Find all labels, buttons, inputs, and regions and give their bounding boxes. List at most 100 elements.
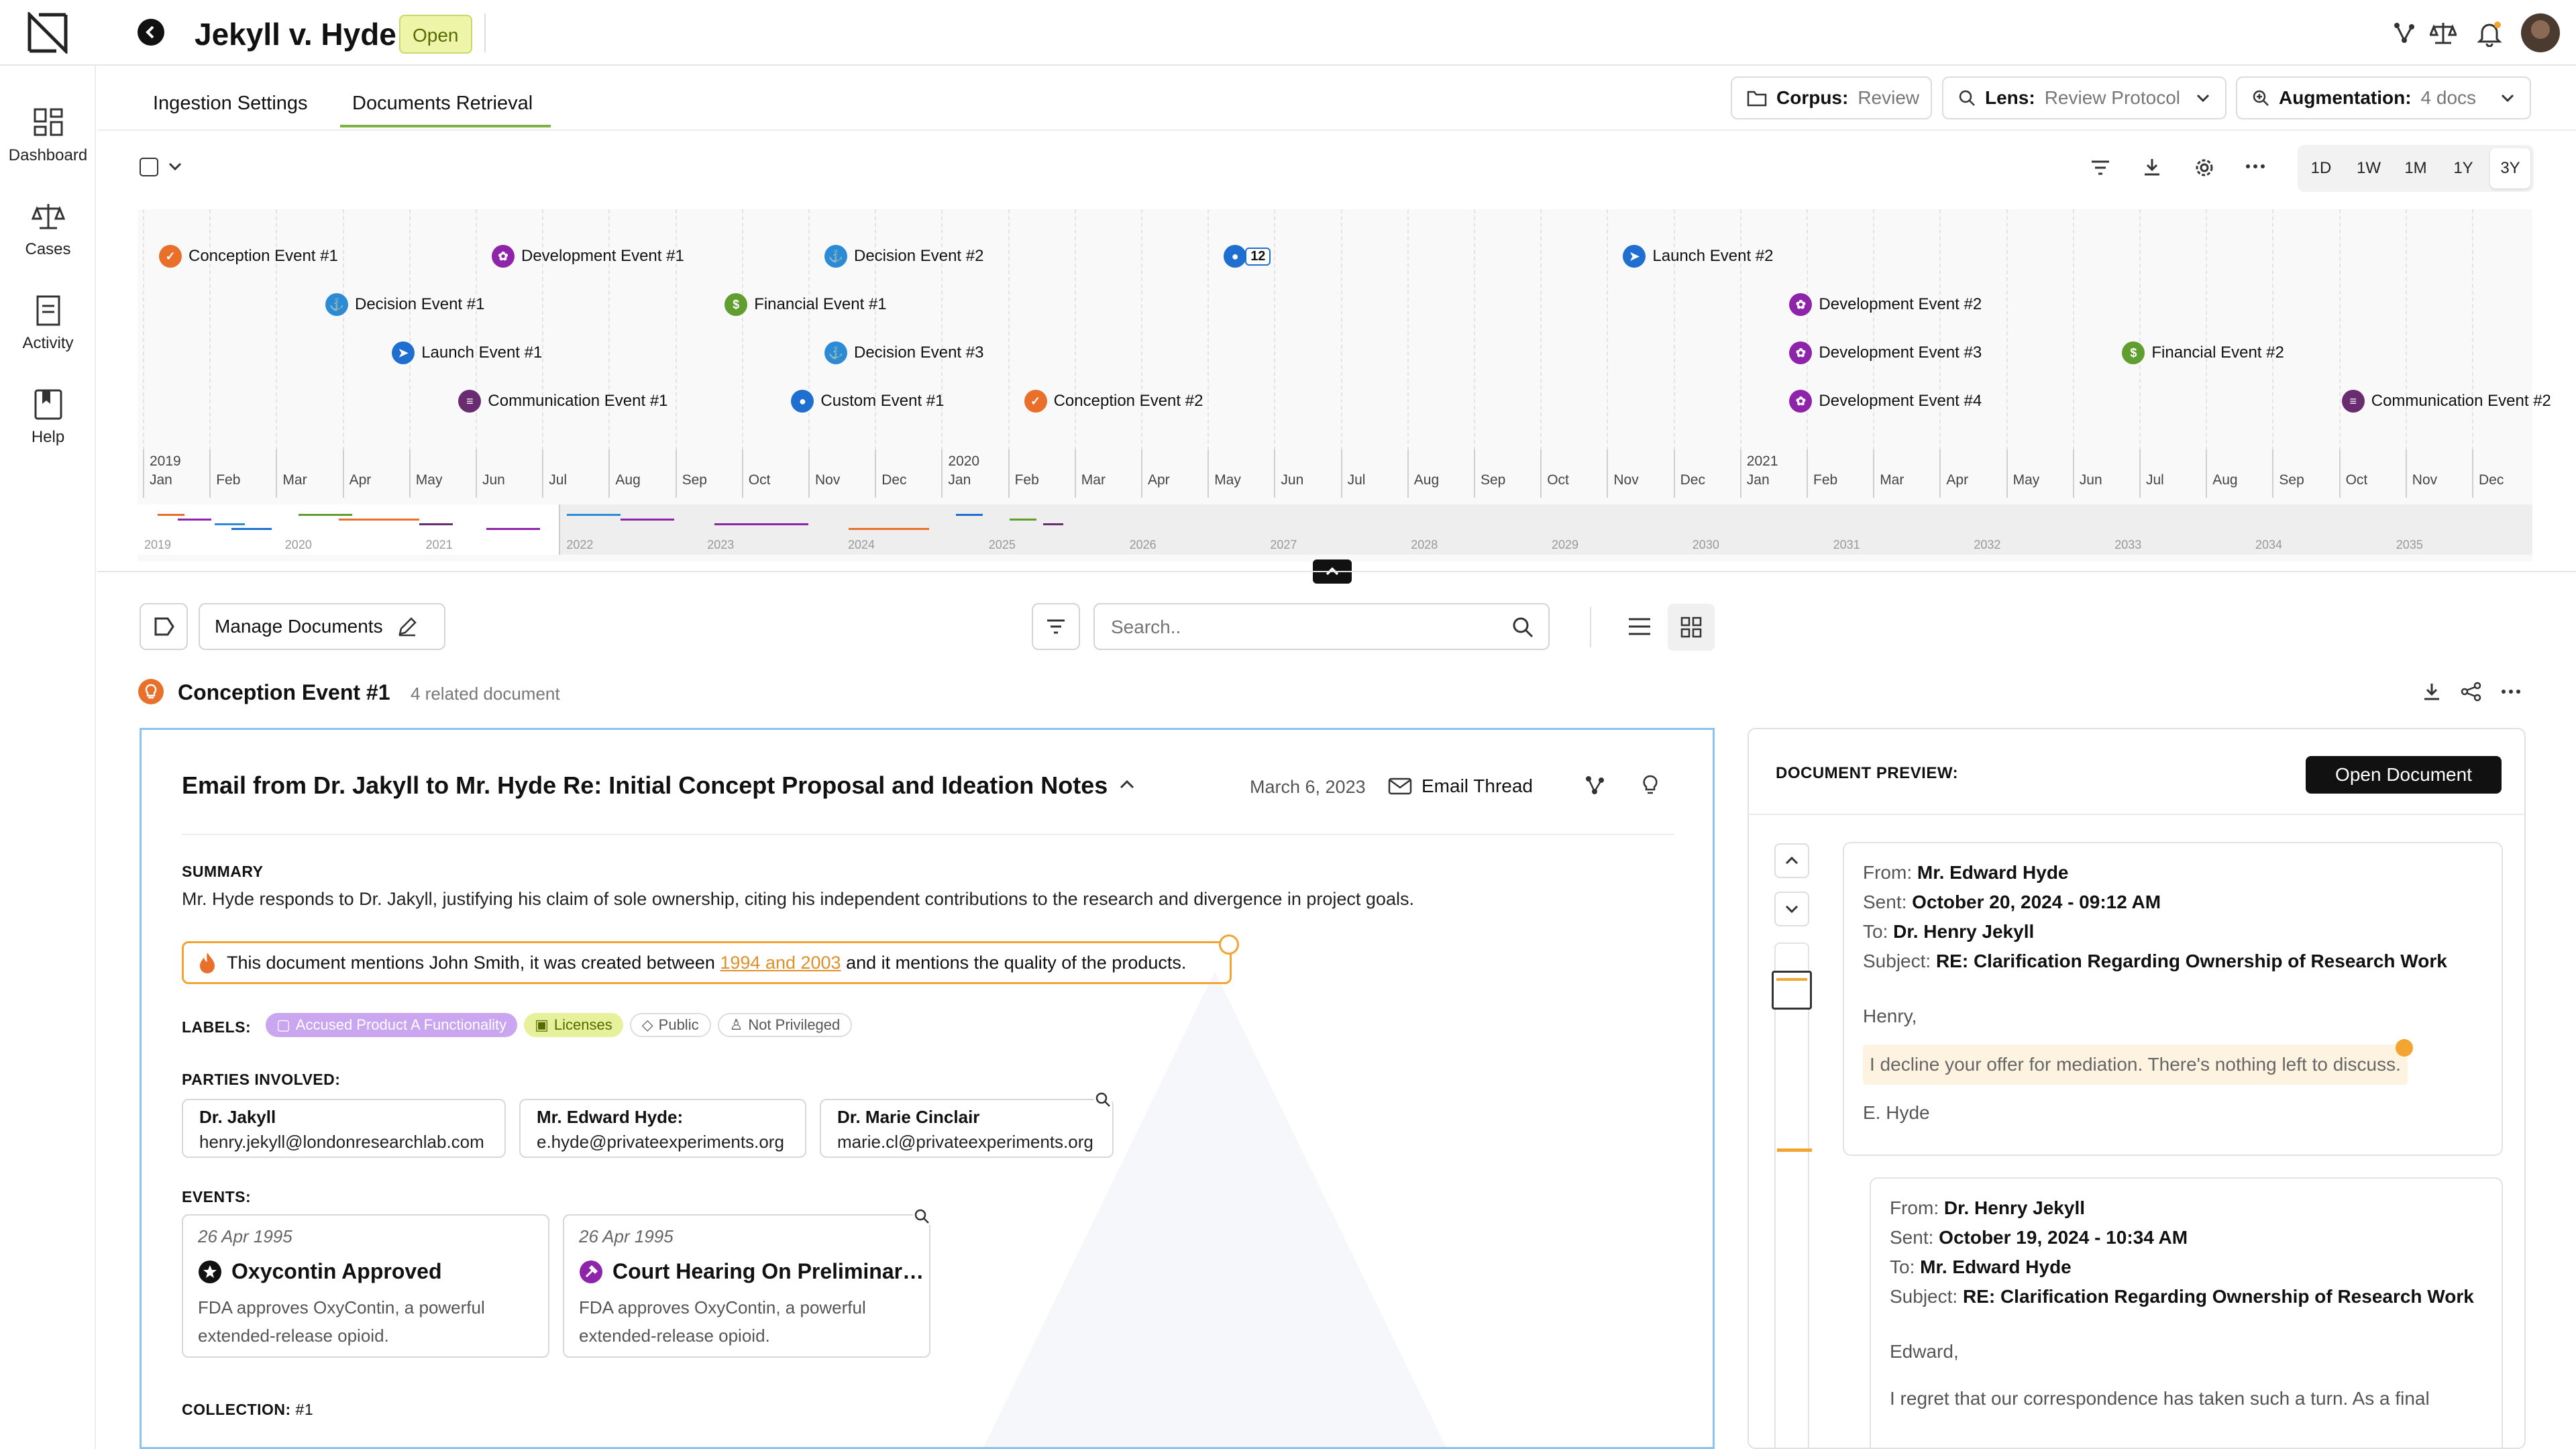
augmentation-filter[interactable]: Augmentation: 4 docs	[2236, 76, 2531, 119]
zoom-icon[interactable]	[1094, 1091, 1112, 1108]
timeline-event[interactable]: ➤ Launch Event #2	[1623, 245, 1774, 268]
range-button-3y[interactable]: 3Y	[2490, 148, 2530, 189]
event-date: 26 Apr 1995	[579, 1226, 674, 1246]
timeline-event[interactable]: ✓ Conception Event #2	[1024, 390, 1203, 413]
scroll-down-button[interactable]	[1774, 892, 1809, 926]
timeline-event[interactable]: $ Financial Event #2	[2122, 341, 2284, 364]
timeline-event[interactable]: ≡ Communication Event #1	[458, 390, 668, 413]
document-minimap[interactable]	[1774, 943, 1809, 1448]
timeline-event[interactable]: ✓ Conception Event #1	[159, 245, 338, 268]
label-chip[interactable]: ♙ Not Privileged	[717, 1013, 853, 1037]
app-logo-icon[interactable]	[27, 12, 68, 54]
label-chip[interactable]: ◇ Public	[629, 1013, 711, 1037]
minimap-year-label: 2021	[425, 538, 453, 551]
corpus-filter[interactable]: Corpus: Review	[1731, 76, 1932, 119]
top-bar: Jekyll v. Hyde Open	[0, 0, 2576, 66]
decision-icon: ⚓	[325, 293, 348, 316]
timeline-event[interactable]: ✿ Development Event #2	[1789, 293, 1982, 316]
chevron-up-icon[interactable]	[1118, 778, 1136, 790]
chevron-down-icon[interactable]	[168, 161, 182, 172]
zoom-icon[interactable]	[913, 1208, 930, 1225]
scroll-up-button[interactable]	[1774, 843, 1809, 878]
timeline-event[interactable]: ✿ Development Event #1	[492, 245, 684, 268]
email-message[interactable]: From: Dr. Henry Jekyll Sent: October 19,…	[1870, 1177, 2503, 1448]
tag-button[interactable]	[140, 603, 188, 650]
party-card[interactable]: Mr. Edward Hyde: e.hyde@privateexperiment…	[519, 1099, 806, 1158]
sidebar-item-help[interactable]: Help	[0, 388, 96, 447]
lens-filter[interactable]: Lens: Review Protocol	[1942, 76, 2226, 119]
timeline-event[interactable]: ✿ Development Event #3	[1789, 341, 1982, 364]
bell-icon[interactable]	[2477, 20, 2502, 47]
manage-documents-button[interactable]: Manage Documents	[199, 603, 445, 650]
minimap-year-label: 2020	[284, 538, 312, 551]
avatar[interactable]	[2521, 13, 2560, 52]
more-icon[interactable]	[2501, 689, 2521, 694]
lightbulb-icon[interactable]	[1641, 774, 1660, 796]
search-input[interactable]	[1111, 614, 1487, 641]
timeline-event[interactable]: ⚓ Decision Event #2	[824, 245, 983, 268]
event-card[interactable]: 26 Apr 1995 Oxycontin Approved FDA appro…	[182, 1214, 549, 1358]
grid-view-button[interactable]	[1668, 604, 1715, 651]
timeline-gridline	[2472, 209, 2473, 491]
sidebar-item-cases[interactable]: Cases	[0, 200, 96, 259]
timeline-event-label: Financial Event #1	[754, 295, 887, 313]
insight-date-link[interactable]: 1994 and 2003	[720, 952, 841, 973]
event-cluster[interactable]: ● 12	[1224, 245, 1271, 268]
download-icon[interactable]	[2422, 682, 2442, 702]
gear-icon[interactable]	[2194, 157, 2215, 178]
tag-icon: ▢	[276, 1016, 290, 1033]
label-chip[interactable]: ▢ Accused Product A Functionality	[266, 1013, 518, 1037]
minimap-event-bar	[714, 523, 808, 525]
back-icon[interactable]	[138, 19, 164, 46]
collection-value: #1	[295, 1401, 314, 1418]
select-all-checkbox[interactable]	[140, 158, 158, 176]
event-card[interactable]: 26 Apr 1995 Court Hearing On Preliminar……	[563, 1214, 930, 1358]
network-icon[interactable]	[2392, 20, 2417, 46]
document-card[interactable]: Email from Dr. Jakyll to Mr. Hyde Re: In…	[140, 728, 1715, 1449]
open-document-button[interactable]: Open Document	[2306, 756, 2502, 794]
filter-icon	[1033, 604, 1079, 649]
more-icon[interactable]	[2245, 164, 2265, 169]
mail-icon	[1388, 777, 1412, 796]
search-icon[interactable]	[1512, 616, 1534, 638]
license-icon: ▣	[535, 1016, 549, 1033]
tab-ingestion-settings[interactable]: Ingestion Settings	[153, 93, 308, 114]
search-box	[1093, 603, 1550, 650]
minimap-viewport[interactable]	[1772, 971, 1812, 1010]
range-button-1w[interactable]: 1W	[2357, 159, 2381, 177]
download-icon[interactable]	[2142, 157, 2162, 177]
timeline-event[interactable]: ⚓ Decision Event #3	[824, 341, 983, 364]
development-icon: ✿	[1789, 390, 1813, 413]
sidebar-item-activity[interactable]: Activity	[0, 294, 96, 353]
timeline-event[interactable]: ⚓ Decision Event #1	[325, 293, 484, 316]
timeline-event[interactable]: ➤ Launch Event #1	[392, 341, 542, 364]
network-icon[interactable]	[1584, 774, 1605, 796]
sidebar-item-dashboard[interactable]: Dashboard	[0, 106, 96, 165]
scales-icon[interactable]	[2430, 20, 2457, 46]
conception-icon: ✓	[1024, 390, 1047, 413]
party-name: Mr. Edward Hyde:	[537, 1107, 684, 1127]
party-card[interactable]: Dr. Jakyll henry.jekyll@londonresearchlab…	[182, 1099, 506, 1158]
axis-month-label: Nov	[2412, 472, 2438, 488]
timeline-gridline	[2072, 209, 2074, 491]
document-type: Email Thread	[1388, 775, 1533, 797]
timeline-event[interactable]: ● Custom Event #1	[791, 390, 944, 413]
axis-tick	[1340, 449, 1342, 498]
timeline-event[interactable]: ≡ Communication Event #2	[2341, 390, 2551, 413]
timeline-minimap[interactable]: 2019 2020 2021 2022 2023 2024 2025 2026 2027 2028…	[138, 504, 2532, 555]
party-card[interactable]: Dr. Marie Cinclair marie.cl@privateexperi…	[820, 1099, 1114, 1158]
filter-icon[interactable]	[2090, 158, 2110, 177]
tab-documents-retrieval[interactable]: Documents Retrieval	[352, 93, 533, 114]
list-view-icon[interactable]	[1627, 617, 1652, 636]
share-icon[interactable]	[2461, 682, 2482, 702]
range-button-1y[interactable]: 1Y	[2453, 159, 2473, 177]
email-message[interactable]: From: Mr. Edward Hyde Sent: October 20, …	[1843, 842, 2503, 1156]
timeline-event[interactable]: $ Financial Event #1	[724, 293, 887, 316]
label-chip[interactable]: ▣ Licenses	[524, 1013, 623, 1037]
range-button-1d[interactable]: 1D	[2310, 159, 2332, 177]
axis-tick	[1274, 449, 1276, 498]
axis-tick	[276, 449, 278, 498]
range-button-1m[interactable]: 1M	[2404, 159, 2427, 177]
filter-button[interactable]	[1032, 603, 1080, 650]
timeline-event[interactable]: ✿ Development Event #4	[1789, 390, 1982, 413]
